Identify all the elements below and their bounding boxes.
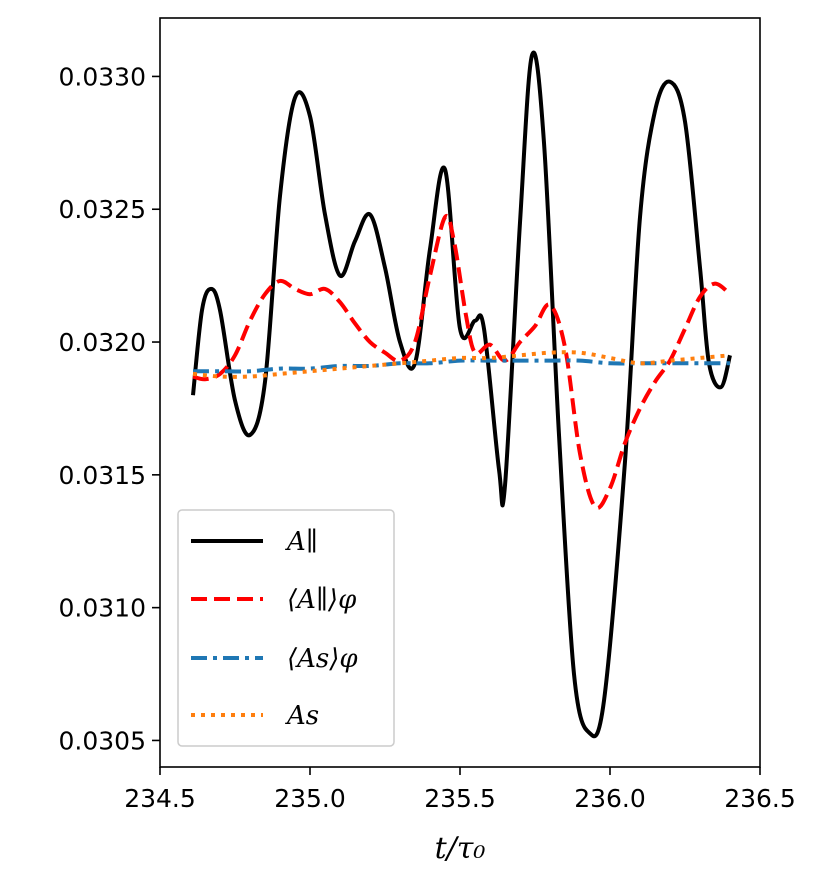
x-tick-label: 234.5 [124,784,196,813]
x-axis-label: t/τ₀ [435,831,486,866]
legend-label-1: ⟨A∥⟩φ [287,585,357,615]
legend-entries: A∥ ⟨A∥⟩φ ⟨As⟩φ As [191,527,358,731]
y-tick-label: 0.0305 [59,726,146,755]
series-line-0 [191,50,732,739]
legend-label-3: As [285,701,319,731]
series-line-1 [192,213,732,510]
y-tick-label: 0.0325 [59,195,146,224]
x-tick-label: 236.5 [724,784,796,813]
legend: A∥ ⟨A∥⟩φ ⟨As⟩φ As [177,509,395,747]
series-layer [191,50,732,739]
y-tick-label: 0.0315 [59,461,146,490]
y-tick-label: 0.0330 [59,62,146,91]
y-tick-label: 0.0320 [59,328,146,357]
series-line-2 [192,358,730,374]
legend-label-2: ⟨As⟩φ [287,644,358,674]
x-tick-label: 236.0 [574,784,646,813]
legend-box [177,509,395,747]
y-tick-label: 0.0310 [59,594,146,623]
x-tick-label: 235.5 [424,784,496,813]
legend-label-0: A∥ [285,527,318,557]
ticks-layer: 234.5 235.0 235.5 236.0 236.5 0.0305 0.0310 0.0… [59,62,796,813]
x-tick-label: 235.0 [274,784,346,813]
